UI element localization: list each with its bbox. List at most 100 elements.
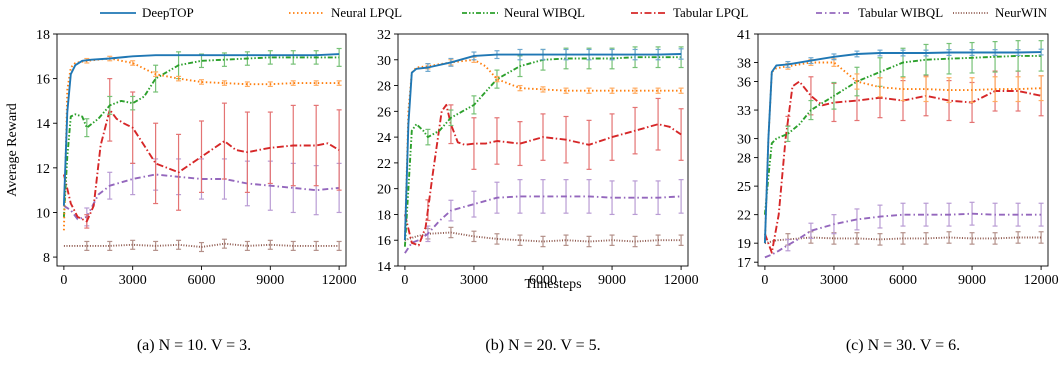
series-neurwin [404,226,684,248]
series-neural-wibql [403,46,684,247]
series-neurwin [63,238,342,253]
series-line-tabular-wibql [404,195,682,254]
legend-entry-neural-wibql: Neural WIBQL [462,5,585,20]
y-tick-label: 22 [377,157,391,172]
y-tick-label: 14 [36,117,50,132]
series-deeptop [763,48,1044,244]
error-bar [563,87,569,94]
error-bar [655,87,661,94]
y-tick-label: 18 [36,28,50,43]
error-bar [785,238,791,252]
x-axis-label: Timesteps [524,277,581,292]
chart-panel-c: 0 3000 6000 9000 12000 17 19 22 25 28 30 33 36 38 41 (c… [737,28,1059,354]
error-bar [84,118,90,138]
legend-entry-tabular-lpql: Tabular LPQL [631,5,748,20]
series-tabular-lpql [764,70,1044,254]
series-line-neural-lpql [62,57,340,231]
legend-label-neural-lpql: Neural LPQL [331,5,402,20]
y-tick-label: 32 [377,28,391,43]
error-bar [107,240,113,251]
error-bar [678,108,684,161]
error-bar [609,180,615,216]
x-tick-label: 12000 [322,273,357,288]
error-bar [877,233,883,246]
error-bar [267,239,273,250]
error-bar [517,234,523,246]
y-tick-label: 12 [36,162,50,177]
y-tick-label: 24 [377,131,391,146]
legend-entry-tabular-wibql: Tabular WIBQL [816,5,943,20]
error-bar [336,80,342,86]
y-tick-label: 20 [377,183,391,198]
series-tabular-wibql [764,201,1044,259]
x-tick-label: 0 [761,273,768,288]
legend-label-tabular-wibql: Tabular WIBQL [858,5,943,20]
error-bar [586,235,592,248]
y-tick-label: 18 [377,208,391,223]
error-bar [517,121,523,167]
series-neurwin [764,231,1044,246]
series-line-deeptop [62,53,340,206]
error-bar [678,179,684,214]
x-tick-label: 0 [401,273,408,288]
series-line-tabular-lpql [62,108,340,223]
error-bar [313,80,319,86]
error-bar [244,81,250,88]
error-bar [336,109,342,191]
error-bar [290,80,296,86]
error-bar [244,240,250,251]
error-bar [221,80,227,86]
legend-label-neural-wibql: Neural WIBQL [504,5,585,20]
x-tick-label: 9000 [958,273,986,288]
error-bar [221,238,227,249]
error-bar [267,50,273,65]
error-bar [808,222,814,240]
error-bar [1038,75,1044,102]
error-bar [969,232,975,245]
error-bar [632,180,638,216]
plot-area [763,40,1044,259]
y-tick-label: 25 [737,180,751,195]
x-tick-label: 6000 [529,273,557,288]
x-tick-label: 6000 [889,273,917,288]
error-bar [854,208,860,231]
y-tick-label: 38 [737,57,751,72]
series-neural-wibql [763,40,1044,215]
error-bar [1015,231,1021,244]
series-neural-wibql [62,47,342,217]
series-line-deeptop [403,53,682,241]
error-bar [153,122,159,205]
error-bar [84,240,90,251]
legend-label-neurwin: NeurWIN [995,5,1048,20]
error-bar [1038,231,1044,244]
y-tick-label: 19 [737,237,751,252]
series-line-tabular-lpql [403,103,682,247]
error-bar [221,102,227,180]
x-tick-label: 9000 [256,273,284,288]
series-deeptop [62,53,340,206]
legend-label-tabular-lpql: Tabular LPQL [673,5,748,20]
x-tick-label: 3000 [460,273,488,288]
error-bar [540,86,546,93]
y-tick-label: 33 [737,104,751,119]
y-axis-label: Average Reward [5,103,20,196]
y-tick-label: 22 [737,209,751,224]
error-bar [854,232,860,245]
error-bar [130,239,136,250]
error-bar [517,84,523,92]
legend-entry-neural-lpql: Neural LPQL [289,5,402,20]
subfigure-caption: (c) N = 30. V = 6. [846,337,960,354]
x-tick-label: 6000 [188,273,216,288]
y-tick-label: 16 [36,73,50,88]
subfigure-caption: (a) N = 10. V = 3. [137,337,251,354]
error-bar [540,235,546,248]
legend-entry-deeptop: DeepTOP [100,5,194,20]
x-tick-label: 0 [60,273,67,288]
error-bar [290,240,296,251]
y-tick-label: 14 [377,260,391,275]
y-tick-label: 8 [43,251,50,266]
error-bar [923,76,929,103]
series-line-deeptop [763,51,1042,244]
error-bar [336,47,342,67]
error-bar [1015,76,1021,103]
